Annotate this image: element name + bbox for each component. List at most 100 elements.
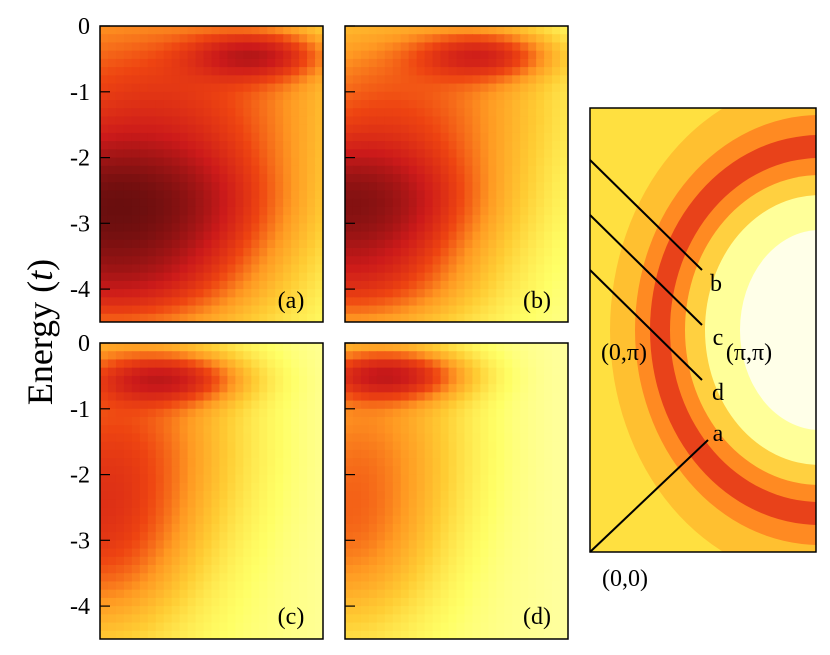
- heatmap-cell: [424, 215, 434, 224]
- heatmap-cell: [384, 359, 394, 369]
- heatmap-cell: [552, 42, 561, 52]
- heatmap-cell: [496, 157, 505, 167]
- heatmap-cell: [488, 392, 497, 402]
- heatmap-cell: [512, 474, 521, 484]
- heatmap-cell: [267, 589, 276, 599]
- heatmap-cell: [345, 297, 354, 307]
- heatmap-cell: [171, 100, 181, 109]
- heatmap-cell: [267, 425, 276, 435]
- heatmap-cell: [243, 174, 252, 183]
- heatmap-cell: [315, 91, 323, 101]
- heatmap-cell: [448, 206, 458, 216]
- heatmap-cell: [147, 433, 157, 443]
- heatmap-cell: [560, 482, 568, 492]
- heatmap-cell: [195, 75, 205, 85]
- heatmap-cell: [131, 26, 141, 35]
- heatmap-cell: [155, 581, 165, 591]
- heatmap-cell: [345, 466, 354, 476]
- heatmap-cell: [283, 449, 292, 459]
- heatmap-cell: [171, 408, 181, 418]
- heatmap-cell: [392, 223, 402, 233]
- heatmap-cell: [496, 523, 505, 533]
- heatmap-cell: [115, 297, 125, 307]
- heatmap-cell: [368, 305, 378, 315]
- heatmap-cell: [496, 50, 505, 60]
- heatmap-cell: [203, 141, 213, 150]
- heatmap-cell: [155, 272, 165, 282]
- heatmap-cell: [251, 34, 260, 44]
- heatmap-cell: [155, 606, 165, 615]
- heatmap-cell: [203, 425, 213, 435]
- heatmap-cell: [345, 116, 354, 126]
- heatmap-cell: [147, 540, 157, 550]
- heatmap-cell: [243, 223, 252, 233]
- heatmap-cell: [488, 606, 497, 615]
- heatmap-cell: [211, 474, 221, 484]
- heatmap-cell: [203, 280, 213, 290]
- heatmap-cell: [251, 198, 260, 208]
- heatmap-cell: [352, 100, 362, 109]
- heatmap-cell: [464, 206, 474, 216]
- heatmap-cell: [171, 573, 181, 583]
- heatmap-cell: [440, 231, 450, 241]
- heatmap-cell: [227, 108, 236, 118]
- heatmap-cell: [179, 499, 189, 509]
- heatmap-cell: [544, 400, 553, 410]
- heatmap-cell: [552, 474, 561, 484]
- heatmap-cell: [472, 581, 481, 591]
- heatmap-cell: [163, 499, 173, 509]
- heatmap-cell: [360, 499, 370, 509]
- heatmap-cell: [376, 466, 386, 476]
- heatmap-cell: [307, 264, 316, 274]
- heatmap-cell: [251, 515, 260, 525]
- heatmap-cell: [203, 589, 213, 599]
- heatmap-cell: [299, 116, 308, 126]
- heatmap-cell: [520, 614, 529, 624]
- heatmap-cell: [560, 556, 568, 566]
- heatmap-cell: [360, 606, 370, 615]
- heatmap-cell: [384, 614, 394, 624]
- heatmap-cell: [227, 343, 236, 352]
- heatmap-cell: [440, 400, 450, 410]
- heatmap-cell: [360, 149, 370, 159]
- heatmap-cell: [456, 313, 466, 322]
- heatmap-cell: [315, 313, 323, 322]
- heatmap-cell: [267, 100, 276, 109]
- heatmap-cell: [528, 289, 537, 298]
- heatmap-cell: [392, 75, 402, 85]
- heatmap-cell: [552, 75, 561, 85]
- heatmap-cell: [195, 91, 205, 101]
- heatmap-cell: [384, 100, 394, 109]
- heatmap-cell: [432, 540, 442, 550]
- heatmap-cell: [464, 573, 474, 583]
- heatmap-cell: [275, 540, 284, 550]
- heatmap-cell: [345, 367, 354, 377]
- heatmap-cell: [115, 58, 125, 68]
- heatmap-cell: [496, 630, 505, 639]
- heatmap-cell: [251, 359, 260, 369]
- heatmap-cell: [432, 157, 442, 167]
- heatmap-cell: [408, 42, 418, 52]
- heatmap-cell: [203, 26, 213, 35]
- heatmap-cell: [299, 256, 308, 266]
- heatmap-cell: [283, 165, 292, 175]
- heatmap-cell: [520, 367, 529, 377]
- heatmap-cell: [448, 392, 458, 402]
- heatmap-cell: [432, 392, 442, 402]
- heatmap-cell: [147, 280, 157, 290]
- heatmap-cell: [528, 116, 537, 126]
- heatmap-cell: [275, 606, 284, 615]
- heatmap-cell: [291, 305, 300, 315]
- heatmap-cell: [448, 182, 458, 192]
- heatmap-cell: [392, 548, 402, 558]
- heatmap-cell: [195, 297, 205, 307]
- heatmap-cell: [243, 425, 252, 435]
- heatmap-cell: [307, 532, 316, 541]
- heatmap-cell: [147, 417, 157, 426]
- heatmap-cell: [139, 359, 149, 369]
- heatmap-cell: [123, 223, 133, 233]
- heatmap-cell: [283, 458, 292, 467]
- heatmap-cell: [179, 280, 189, 290]
- heatmap-cell: [227, 614, 236, 624]
- heatmap-cell: [243, 58, 252, 68]
